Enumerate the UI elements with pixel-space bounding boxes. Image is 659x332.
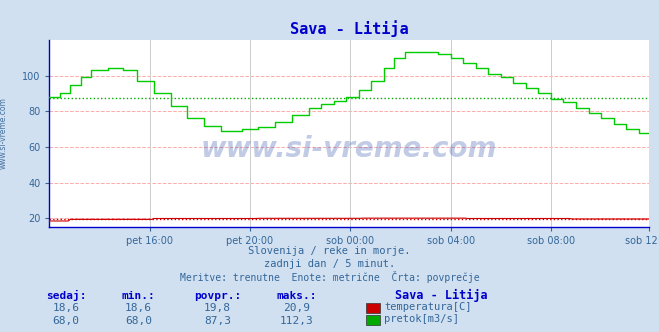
Title: Sava - Litija: Sava - Litija (290, 21, 409, 37)
Text: 18,6: 18,6 (125, 303, 152, 313)
Text: 68,0: 68,0 (53, 316, 79, 326)
Text: temperatura[C]: temperatura[C] (384, 302, 472, 312)
Text: www.si-vreme.com: www.si-vreme.com (201, 135, 498, 163)
Text: 18,6: 18,6 (53, 303, 79, 313)
Text: zadnji dan / 5 minut.: zadnji dan / 5 minut. (264, 259, 395, 269)
Text: maks.:: maks.: (276, 291, 317, 301)
Text: min.:: min.: (121, 291, 156, 301)
Text: pretok[m3/s]: pretok[m3/s] (384, 314, 459, 324)
Text: 19,8: 19,8 (204, 303, 231, 313)
Text: Slovenija / reke in morje.: Slovenija / reke in morje. (248, 246, 411, 256)
Text: 87,3: 87,3 (204, 316, 231, 326)
Text: sedaj:: sedaj: (45, 290, 86, 301)
Text: Meritve: trenutne  Enote: metrične  Črta: povprečje: Meritve: trenutne Enote: metrične Črta: … (180, 271, 479, 283)
Text: 68,0: 68,0 (125, 316, 152, 326)
Text: Sava - Litija: Sava - Litija (395, 289, 488, 302)
Text: 112,3: 112,3 (279, 316, 314, 326)
Text: 20,9: 20,9 (283, 303, 310, 313)
Text: povpr.:: povpr.: (194, 291, 241, 301)
Text: www.si-vreme.com: www.si-vreme.com (0, 97, 8, 169)
